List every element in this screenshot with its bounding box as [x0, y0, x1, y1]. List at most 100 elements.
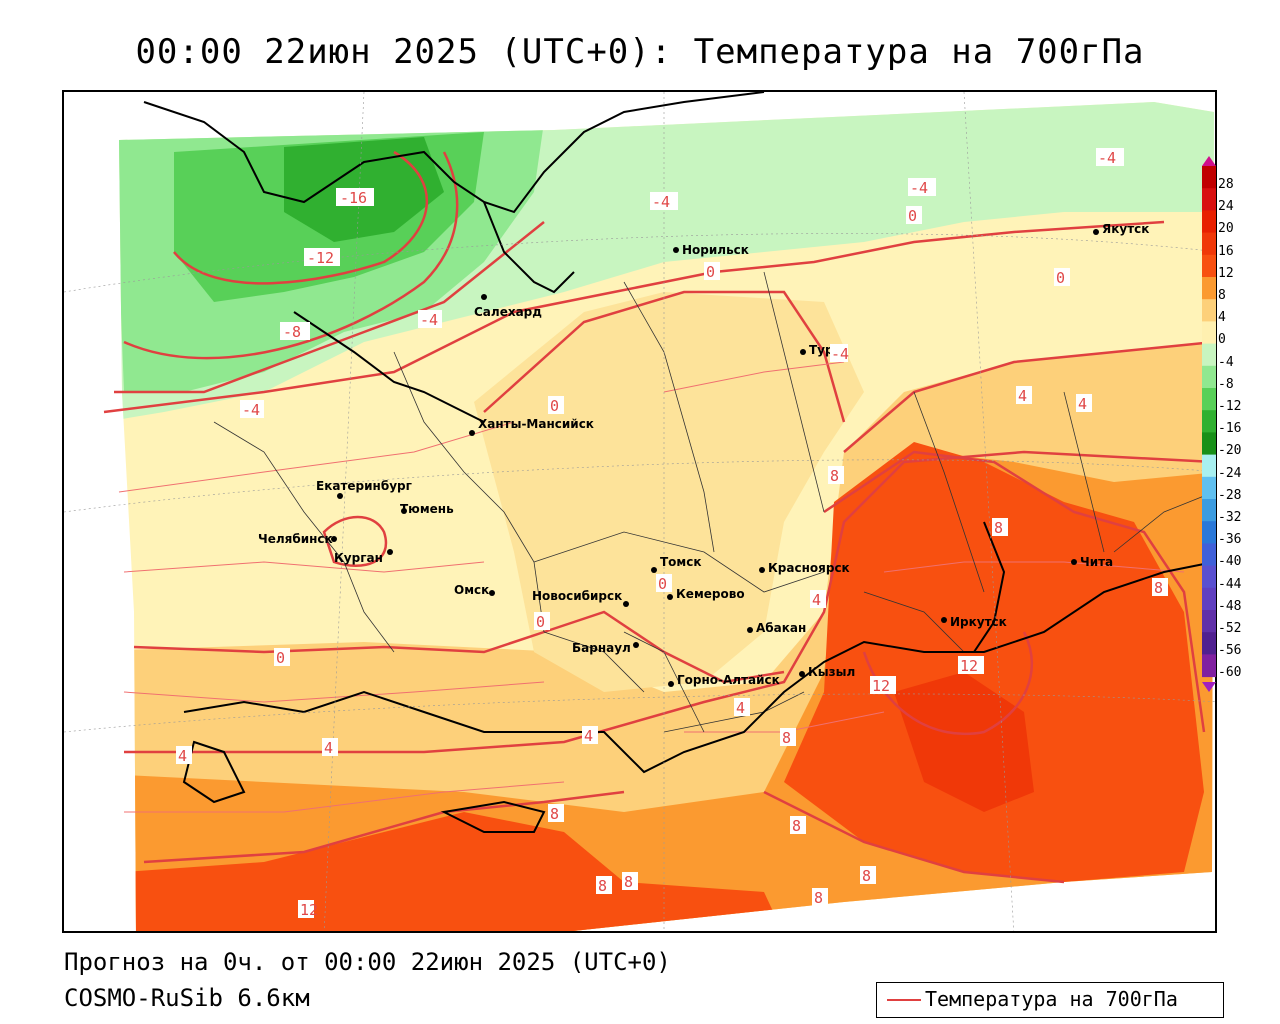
city-chita: Чита [1071, 555, 1113, 569]
colorbar-tick-label: 0 [1218, 332, 1226, 348]
city-kemerovo: Кемерово [667, 587, 745, 601]
colorbar-tick-label: -48 [1218, 598, 1242, 614]
contour-label: 8 [862, 867, 871, 885]
contour-label: -16 [340, 189, 367, 207]
city-kurgan: Курган [334, 549, 393, 565]
contour-label: -4 [652, 193, 670, 211]
city-krasnoyarsk: Красноярск [759, 561, 850, 575]
svg-text:Салехард: Салехард [474, 305, 542, 319]
svg-text:Челябинск: Челябинск [258, 532, 333, 546]
colorbar-swatch [1202, 499, 1216, 522]
contour-label: 4 [1078, 395, 1087, 413]
svg-text:Екатеринбург: Екатеринбург [316, 479, 412, 493]
colorbar-swatch [1202, 565, 1216, 589]
colorbar-tick-label: -28 [1218, 487, 1242, 503]
zone-central-warm [474, 292, 864, 692]
colorbar-tick-label: 12 [1218, 265, 1234, 281]
city-yakutsk: Якутск [1093, 222, 1149, 236]
city-omsk: Омск [454, 583, 495, 597]
colorbar-swatch [1202, 277, 1216, 300]
contour-label: 12 [960, 657, 978, 675]
colorbar-tick-label: 8 [1218, 288, 1226, 303]
contour-label: 4 [178, 747, 187, 765]
contour-labels: -16 -12 -8 -4 -4 -4 -4 -4 -4 0 0 0 0 0 0… [176, 148, 1168, 919]
colorbar-swatch [1202, 432, 1216, 456]
svg-text:Томск: Томск [660, 555, 702, 569]
city-gorno-altaysk: Горно-Алтайск [668, 673, 780, 687]
colorbar-tick-label: -24 [1218, 465, 1242, 481]
temperature-map: Норильск Якутск Салехард Тура Ханты-Манс… [62, 90, 1217, 933]
model-name: COSMO-RuSib 6.6км [64, 984, 310, 1012]
colorbar-tick-label: -16 [1218, 421, 1242, 437]
contour-label: 4 [812, 591, 821, 609]
colorbar-swatch [1202, 321, 1216, 345]
legend-label: Температура на 700гПа [925, 987, 1178, 1011]
colorbar-swatch [1202, 454, 1216, 478]
contour-label: 4 [324, 739, 333, 757]
contour-label: -4 [831, 345, 849, 363]
colorbar-tick-label: -12 [1218, 399, 1242, 414]
country-border [143, 92, 1215, 833]
contour-label: 8 [830, 467, 839, 485]
colorbar-swatch [1202, 610, 1216, 633]
svg-text:Иркутск: Иркутск [950, 615, 1007, 629]
colorbar-tick-label: 24 [1218, 199, 1234, 215]
svg-text:Ханты-Мансийск: Ханты-Мансийск [478, 417, 594, 431]
contour-label: 8 [782, 729, 791, 747]
admin-borders [213, 271, 1215, 733]
colorbar-swatch [1202, 521, 1216, 544]
colorbar-swatch [1202, 654, 1216, 678]
colorbar-swatches [1202, 156, 1216, 692]
colorbar-swatch [1202, 343, 1216, 367]
colorbar-tick-label: -44 [1218, 576, 1242, 592]
svg-text:Тюмень: Тюмень [400, 502, 454, 516]
colorbar-swatch [1202, 232, 1216, 256]
city-yekaterinburg: Екатеринбург [316, 479, 412, 499]
contour-label: -8 [283, 323, 301, 341]
colorbar-tick-label: 28 [1218, 177, 1234, 192]
colorbar-swatch [1202, 543, 1216, 567]
legend: Температура на 700гПа [876, 982, 1224, 1018]
forecast-info: Прогноз на 0ч. от 00:00 22июн 2025 (UTC+… [64, 948, 671, 976]
colorbar-swatch [1202, 476, 1216, 500]
colorbar-tick-label: -56 [1218, 643, 1242, 659]
contour-label: -4 [910, 179, 928, 197]
svg-text:Барнаул: Барнаул [572, 641, 631, 655]
colorbar-tick-label: -40 [1218, 554, 1242, 570]
colorbar-tick-label: 4 [1218, 310, 1226, 326]
legend-line-swatch [887, 999, 921, 1001]
colorbar-swatch [1202, 188, 1216, 211]
svg-text:Кемерово: Кемерово [676, 587, 745, 601]
contour-label: 8 [994, 519, 1003, 537]
svg-text:Кызыл: Кызыл [808, 665, 855, 679]
graticule [64, 92, 1215, 931]
contour-label: 0 [550, 397, 559, 415]
contour-label: 8 [624, 873, 633, 891]
contour-label: 12 [872, 677, 890, 695]
colorbar-tick-label: -20 [1218, 443, 1242, 459]
city-irkutsk: Иркутск [941, 615, 1007, 629]
contour-label: -12 [307, 249, 334, 267]
colorbar-tick-label: -32 [1218, 510, 1242, 525]
svg-text:Норильск: Норильск [682, 243, 749, 257]
contour-label: 0 [536, 613, 545, 631]
contour-label: -4 [1098, 149, 1116, 167]
svg-text:Омск: Омск [454, 583, 489, 597]
colorbar-tick-label: -60 [1218, 665, 1242, 681]
city-kyzyl: Кызыл [799, 665, 855, 679]
colorbar-swatch [1202, 210, 1216, 234]
city-tomsk: Томск [651, 555, 702, 573]
colorbar-tick-label: -4 [1218, 354, 1234, 370]
svg-text:Новосибирск: Новосибирск [532, 589, 622, 603]
colorbar-tick-label: 16 [1218, 243, 1234, 259]
contour-label: -4 [242, 401, 260, 419]
colorbar-top-arrow [1202, 156, 1216, 166]
colorbar-swatch [1202, 410, 1216, 433]
colorbar-swatch [1202, 299, 1216, 322]
contour-label: 8 [814, 889, 823, 907]
svg-text:Чита: Чита [1080, 555, 1113, 569]
city-tyumen: Тюмень [400, 502, 454, 516]
city-norilsk: Норильск [673, 243, 749, 257]
contour-label: -4 [420, 311, 438, 329]
zone-12-16 [784, 442, 1204, 882]
